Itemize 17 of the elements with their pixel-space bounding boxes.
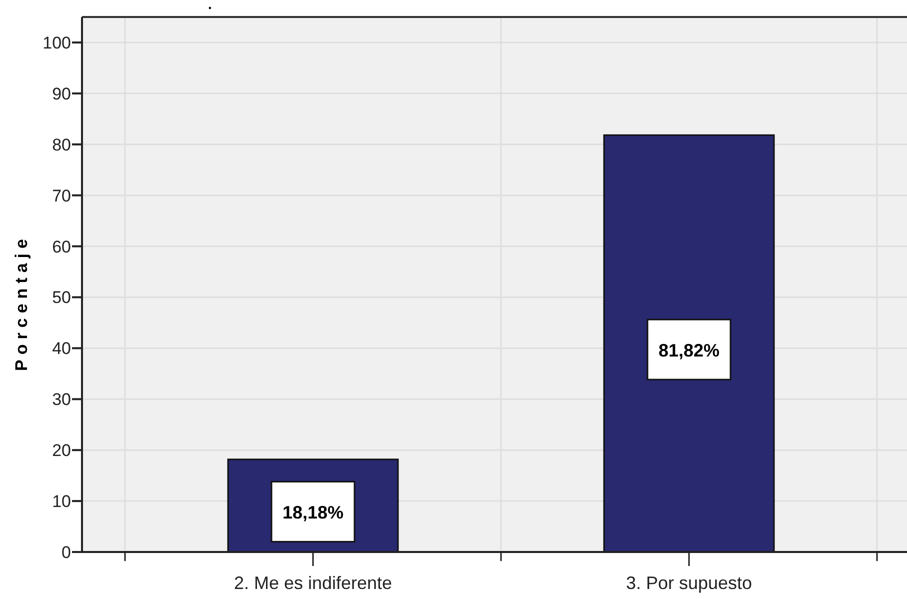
y-tick-label: 90 xyxy=(52,84,71,104)
y-tick-label: 50 xyxy=(52,288,71,308)
y-tick-label: 60 xyxy=(52,237,71,256)
chart-title: . xyxy=(208,0,212,12)
y-tick-label: 10 xyxy=(52,492,71,512)
x-tick-label: 2. Me es indiferente xyxy=(234,573,392,593)
y-tick-label: 40 xyxy=(52,339,71,358)
x-tick-label: 3. Por supuesto xyxy=(626,573,752,593)
y-tick-label: 0 xyxy=(62,543,71,562)
data-label: 81,82% xyxy=(658,340,720,361)
y-tick-label: 100 xyxy=(42,33,71,52)
y-tick-label: 80 xyxy=(52,135,71,154)
y-axis-title: Porcentaje xyxy=(12,234,31,371)
y-tick-label: 20 xyxy=(52,441,71,460)
data-label: 18,18% xyxy=(282,502,344,523)
y-tick-label: 70 xyxy=(52,186,71,206)
y-tick-label: 30 xyxy=(52,390,71,410)
